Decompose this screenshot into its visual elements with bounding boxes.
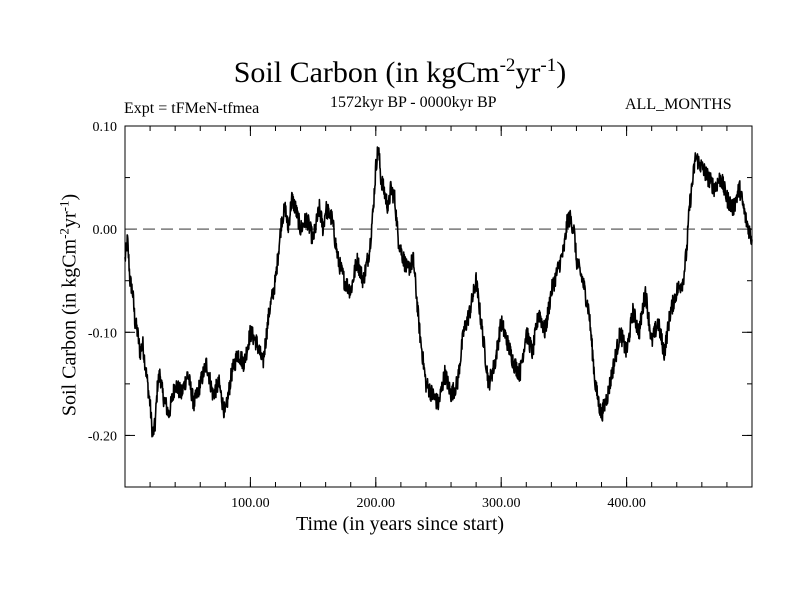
x-axis-label: Time (in years since start) xyxy=(295,513,505,535)
x-tick-label: 400.00 xyxy=(607,496,646,511)
y-tick-label: 0.00 xyxy=(93,223,118,238)
y-tick-label: 0.10 xyxy=(93,120,118,135)
plot-frame xyxy=(124,125,753,488)
y-tick-label: -0.10 xyxy=(88,326,117,341)
chart-title: Soil Carbon (in kgCm-2yr-1) xyxy=(233,55,567,89)
x-tick-label: 100.00 xyxy=(231,496,270,511)
series-line-soil-carbon xyxy=(124,146,753,438)
period-label: 1572kyr BP - 0000kyr BP xyxy=(330,94,497,111)
experiment-label: Expt = tFMeN-tfmea xyxy=(124,100,260,117)
x-tick-label: 200.00 xyxy=(357,496,396,511)
y-tick-label: -0.20 xyxy=(88,429,117,444)
x-tick-label: 300.00 xyxy=(482,496,521,511)
months-label: ALL_MONTHS xyxy=(625,96,732,113)
